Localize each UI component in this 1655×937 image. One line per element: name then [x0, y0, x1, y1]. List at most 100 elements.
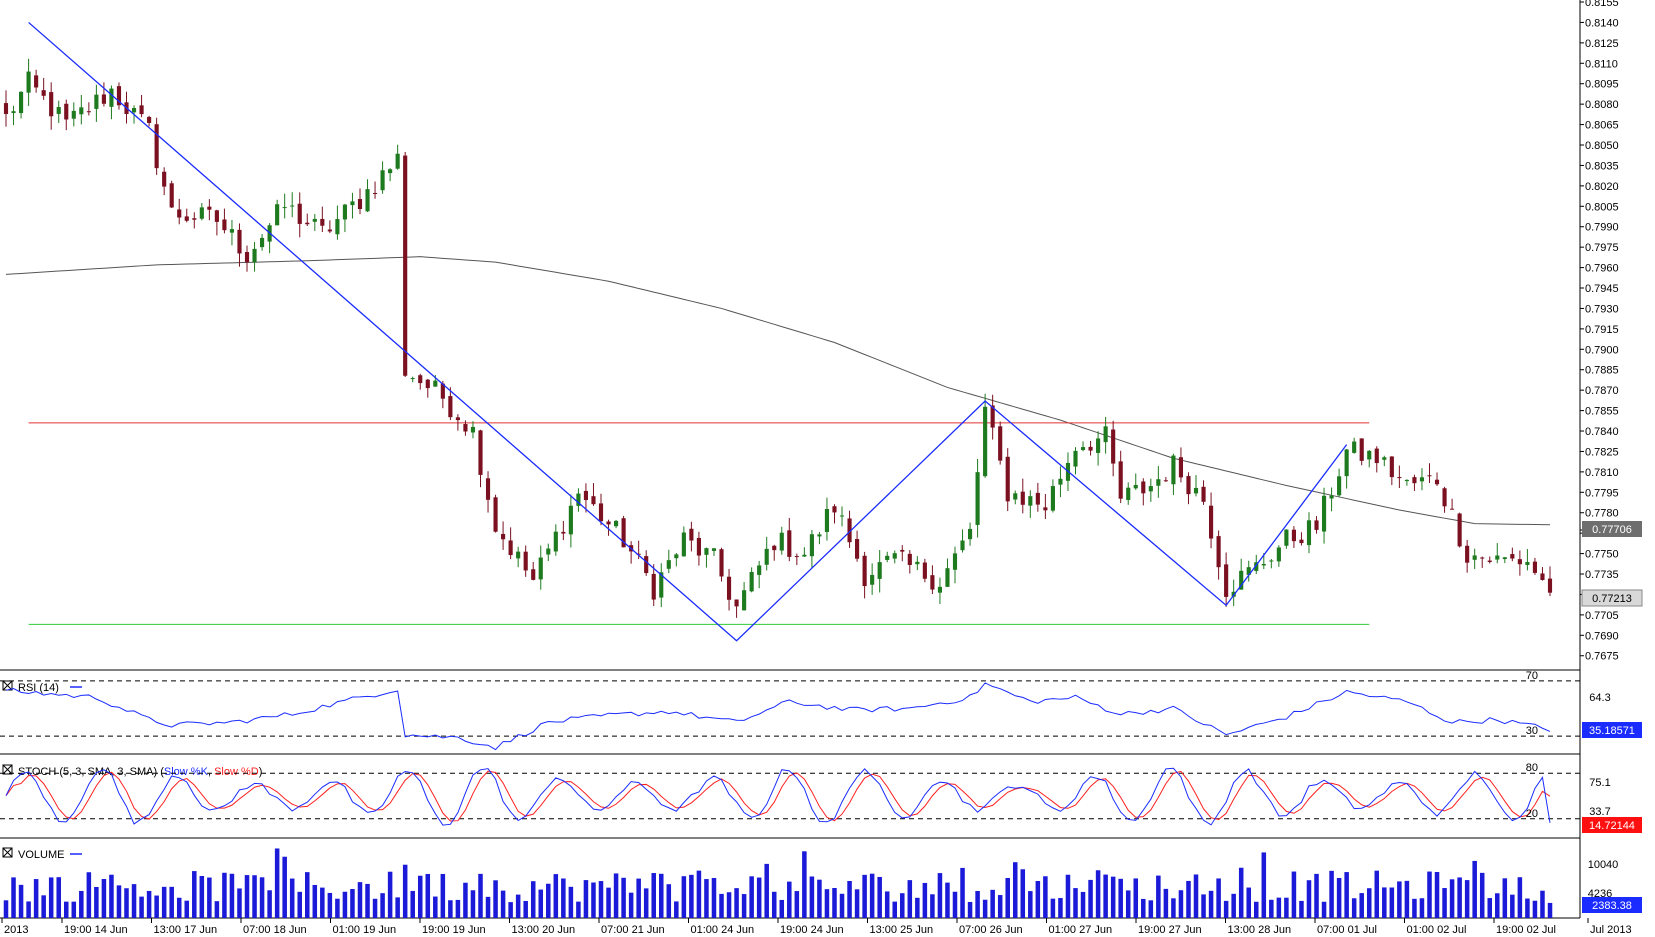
candle-body — [1088, 446, 1093, 451]
volume-bar — [1517, 877, 1523, 918]
volume-bar — [794, 891, 800, 918]
volume-bar — [56, 877, 61, 918]
candle-body — [659, 572, 664, 598]
volume-bar — [576, 901, 581, 918]
candle-body — [1374, 448, 1379, 464]
volume-bar — [1472, 860, 1477, 918]
volume-bar — [124, 888, 129, 918]
volume-bar — [274, 848, 280, 918]
volume-bar — [598, 881, 604, 918]
stoch-legend-k: Slow %K — [164, 766, 209, 778]
candle-body — [34, 75, 39, 88]
candle-body — [666, 560, 671, 569]
volume-close-icon[interactable] — [2, 847, 13, 858]
volume-bar — [1479, 872, 1485, 918]
volume-tick-label: 10040 — [1588, 859, 1619, 871]
stoch-value-label: 14.72144 — [1589, 820, 1635, 832]
volume-bar — [1397, 881, 1402, 918]
candle-body — [1291, 529, 1296, 542]
volume-bar — [1495, 893, 1500, 918]
volume-bar — [1178, 890, 1184, 918]
price-tick-label: 0.7855 — [1585, 406, 1619, 418]
volume-bar — [907, 880, 913, 918]
candle-body — [470, 426, 476, 433]
volume-bar — [11, 877, 16, 918]
candle-body — [523, 551, 528, 571]
volume-bar — [681, 876, 687, 918]
candle-body — [516, 551, 521, 559]
candle-body — [1261, 563, 1266, 566]
stoch-level-label-20: 20 — [1526, 808, 1538, 820]
candle-body — [1337, 476, 1342, 496]
candle-body — [448, 396, 453, 418]
volume-bar — [1088, 879, 1093, 918]
volume-bar — [320, 887, 325, 918]
candle-body — [177, 209, 182, 218]
candle-body — [222, 219, 227, 231]
candle-body — [839, 515, 845, 517]
volume-bar — [139, 896, 144, 918]
volume-bar — [1163, 888, 1169, 918]
price-tick-label: 0.8155 — [1585, 0, 1619, 9]
volume-bar — [387, 871, 393, 918]
volume-bar — [184, 900, 190, 918]
volume-bar — [267, 890, 272, 918]
volume-bar — [930, 894, 935, 918]
candle-body — [1133, 484, 1138, 489]
candle-body — [56, 107, 61, 114]
candle-body — [802, 554, 807, 557]
volume-bar — [952, 891, 958, 918]
volume-bar — [884, 891, 890, 918]
volume-bar — [945, 882, 950, 918]
candle-body — [975, 472, 980, 525]
volume-bar — [1464, 880, 1470, 918]
volume-bar — [749, 876, 754, 918]
volume-bar — [696, 870, 702, 918]
volume-bar — [553, 874, 559, 918]
candle-body — [930, 575, 935, 590]
candle-body — [1457, 513, 1462, 547]
candle-body — [342, 204, 347, 220]
volume-bar — [719, 893, 724, 918]
candle-body — [538, 557, 543, 580]
candle-body — [478, 430, 483, 475]
candle-body — [252, 248, 257, 263]
time-tick-label: 19:00 19 Jun — [422, 924, 486, 936]
volume-bar — [1351, 898, 1357, 918]
rsi-tick-label: 64.3 — [1589, 692, 1610, 704]
volume-bar — [1359, 893, 1364, 918]
candle-body — [1050, 486, 1055, 511]
time-tick-label: 13:00 20 Jun — [512, 924, 576, 936]
price-tick-label: 0.7750 — [1585, 549, 1619, 561]
candle-body — [726, 576, 732, 600]
volume-bar — [915, 897, 920, 918]
volume-bar — [561, 878, 566, 918]
volume-bar — [802, 851, 807, 918]
rsi-close-icon[interactable] — [2, 680, 13, 691]
candle-body — [1472, 555, 1477, 560]
candle-body — [1246, 567, 1251, 575]
volume-bar — [440, 873, 446, 918]
volume-bar — [1525, 898, 1530, 918]
volume-bar — [1246, 887, 1251, 918]
volume-bar — [410, 890, 415, 918]
volume-bar — [726, 892, 732, 918]
ma-value-badge: 0.77706 — [1580, 521, 1642, 537]
time-tick-label: 13:00 17 Jun — [154, 924, 218, 936]
candle-body — [508, 540, 513, 556]
volume-bar — [523, 900, 528, 918]
candle-body — [952, 553, 958, 570]
volume-bar — [1201, 894, 1206, 918]
volume-bar — [1284, 897, 1289, 918]
candle-body — [1020, 491, 1025, 505]
volume-bar — [1073, 888, 1078, 918]
stoch-close-icon[interactable] — [2, 764, 13, 775]
candle-body — [1480, 557, 1485, 559]
volume-bar — [1291, 871, 1297, 918]
volume-bar — [546, 883, 551, 918]
candle-body — [907, 553, 912, 565]
price-tick-label: 0.8035 — [1585, 160, 1619, 172]
volume-value-label: 2383.38 — [1592, 900, 1632, 912]
volume-bar — [892, 901, 898, 918]
volume-bar — [854, 889, 860, 918]
